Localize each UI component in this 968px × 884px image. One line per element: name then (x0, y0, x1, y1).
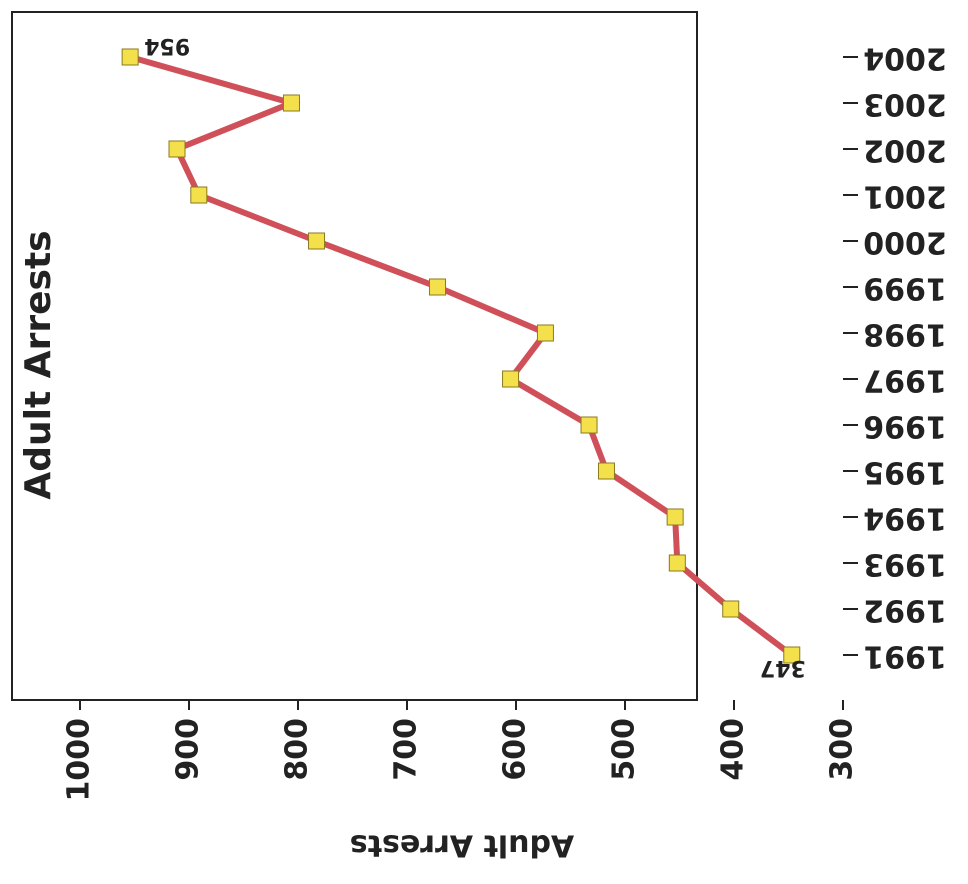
marker (282, 94, 300, 112)
y-axis-title: Adult Arrests (350, 828, 574, 863)
x-tick-label: 1992 (863, 593, 947, 628)
x-tick-label: 1994 (863, 501, 947, 536)
value-label: 347 (760, 655, 806, 680)
x-tick-label: 2003 (863, 87, 947, 122)
x-tick-label: 1991 (863, 639, 947, 674)
marker (666, 508, 684, 526)
y-tick-label: 300 (825, 718, 860, 781)
x-tick-label: 1995 (863, 455, 947, 490)
y-tick-label: 1000 (62, 718, 97, 802)
marker (783, 646, 801, 664)
x-tick-label: 1996 (863, 409, 947, 444)
marker (597, 462, 615, 480)
y-tick-label: 800 (280, 718, 315, 781)
marker (668, 554, 686, 572)
marker (722, 600, 740, 618)
x-tick-label: 1993 (863, 547, 947, 582)
marker (121, 48, 139, 66)
x-tick-label: 1998 (863, 317, 947, 352)
y-tick-label: 900 (171, 718, 206, 781)
marker (536, 324, 554, 342)
y-tick-label: 500 (607, 718, 642, 781)
y-tick-label: 600 (498, 718, 533, 781)
x-tick-label: 2000 (863, 225, 947, 260)
marker (190, 186, 208, 204)
y-tick-label: 700 (389, 718, 424, 781)
value-label: 954 (144, 33, 190, 58)
y-tick-label: 400 (716, 718, 751, 781)
plot-frame (11, 11, 698, 701)
x-tick-label: 2001 (863, 179, 947, 214)
x-tick-label: 2004 (863, 41, 947, 76)
x-tick-label: 1999 (863, 271, 947, 306)
marker (308, 232, 326, 250)
marker (168, 140, 186, 158)
chart-title: Adult Arrests (18, 230, 59, 499)
marker (502, 370, 520, 388)
marker (429, 278, 447, 296)
x-tick-label: 2002 (863, 133, 947, 168)
x-tick-label: 1997 (863, 363, 947, 398)
marker (580, 416, 598, 434)
rotated-chart: Adult Arrests Adult Arrests 1000 900 800 70… (11, 11, 947, 863)
data-line (129, 54, 794, 658)
